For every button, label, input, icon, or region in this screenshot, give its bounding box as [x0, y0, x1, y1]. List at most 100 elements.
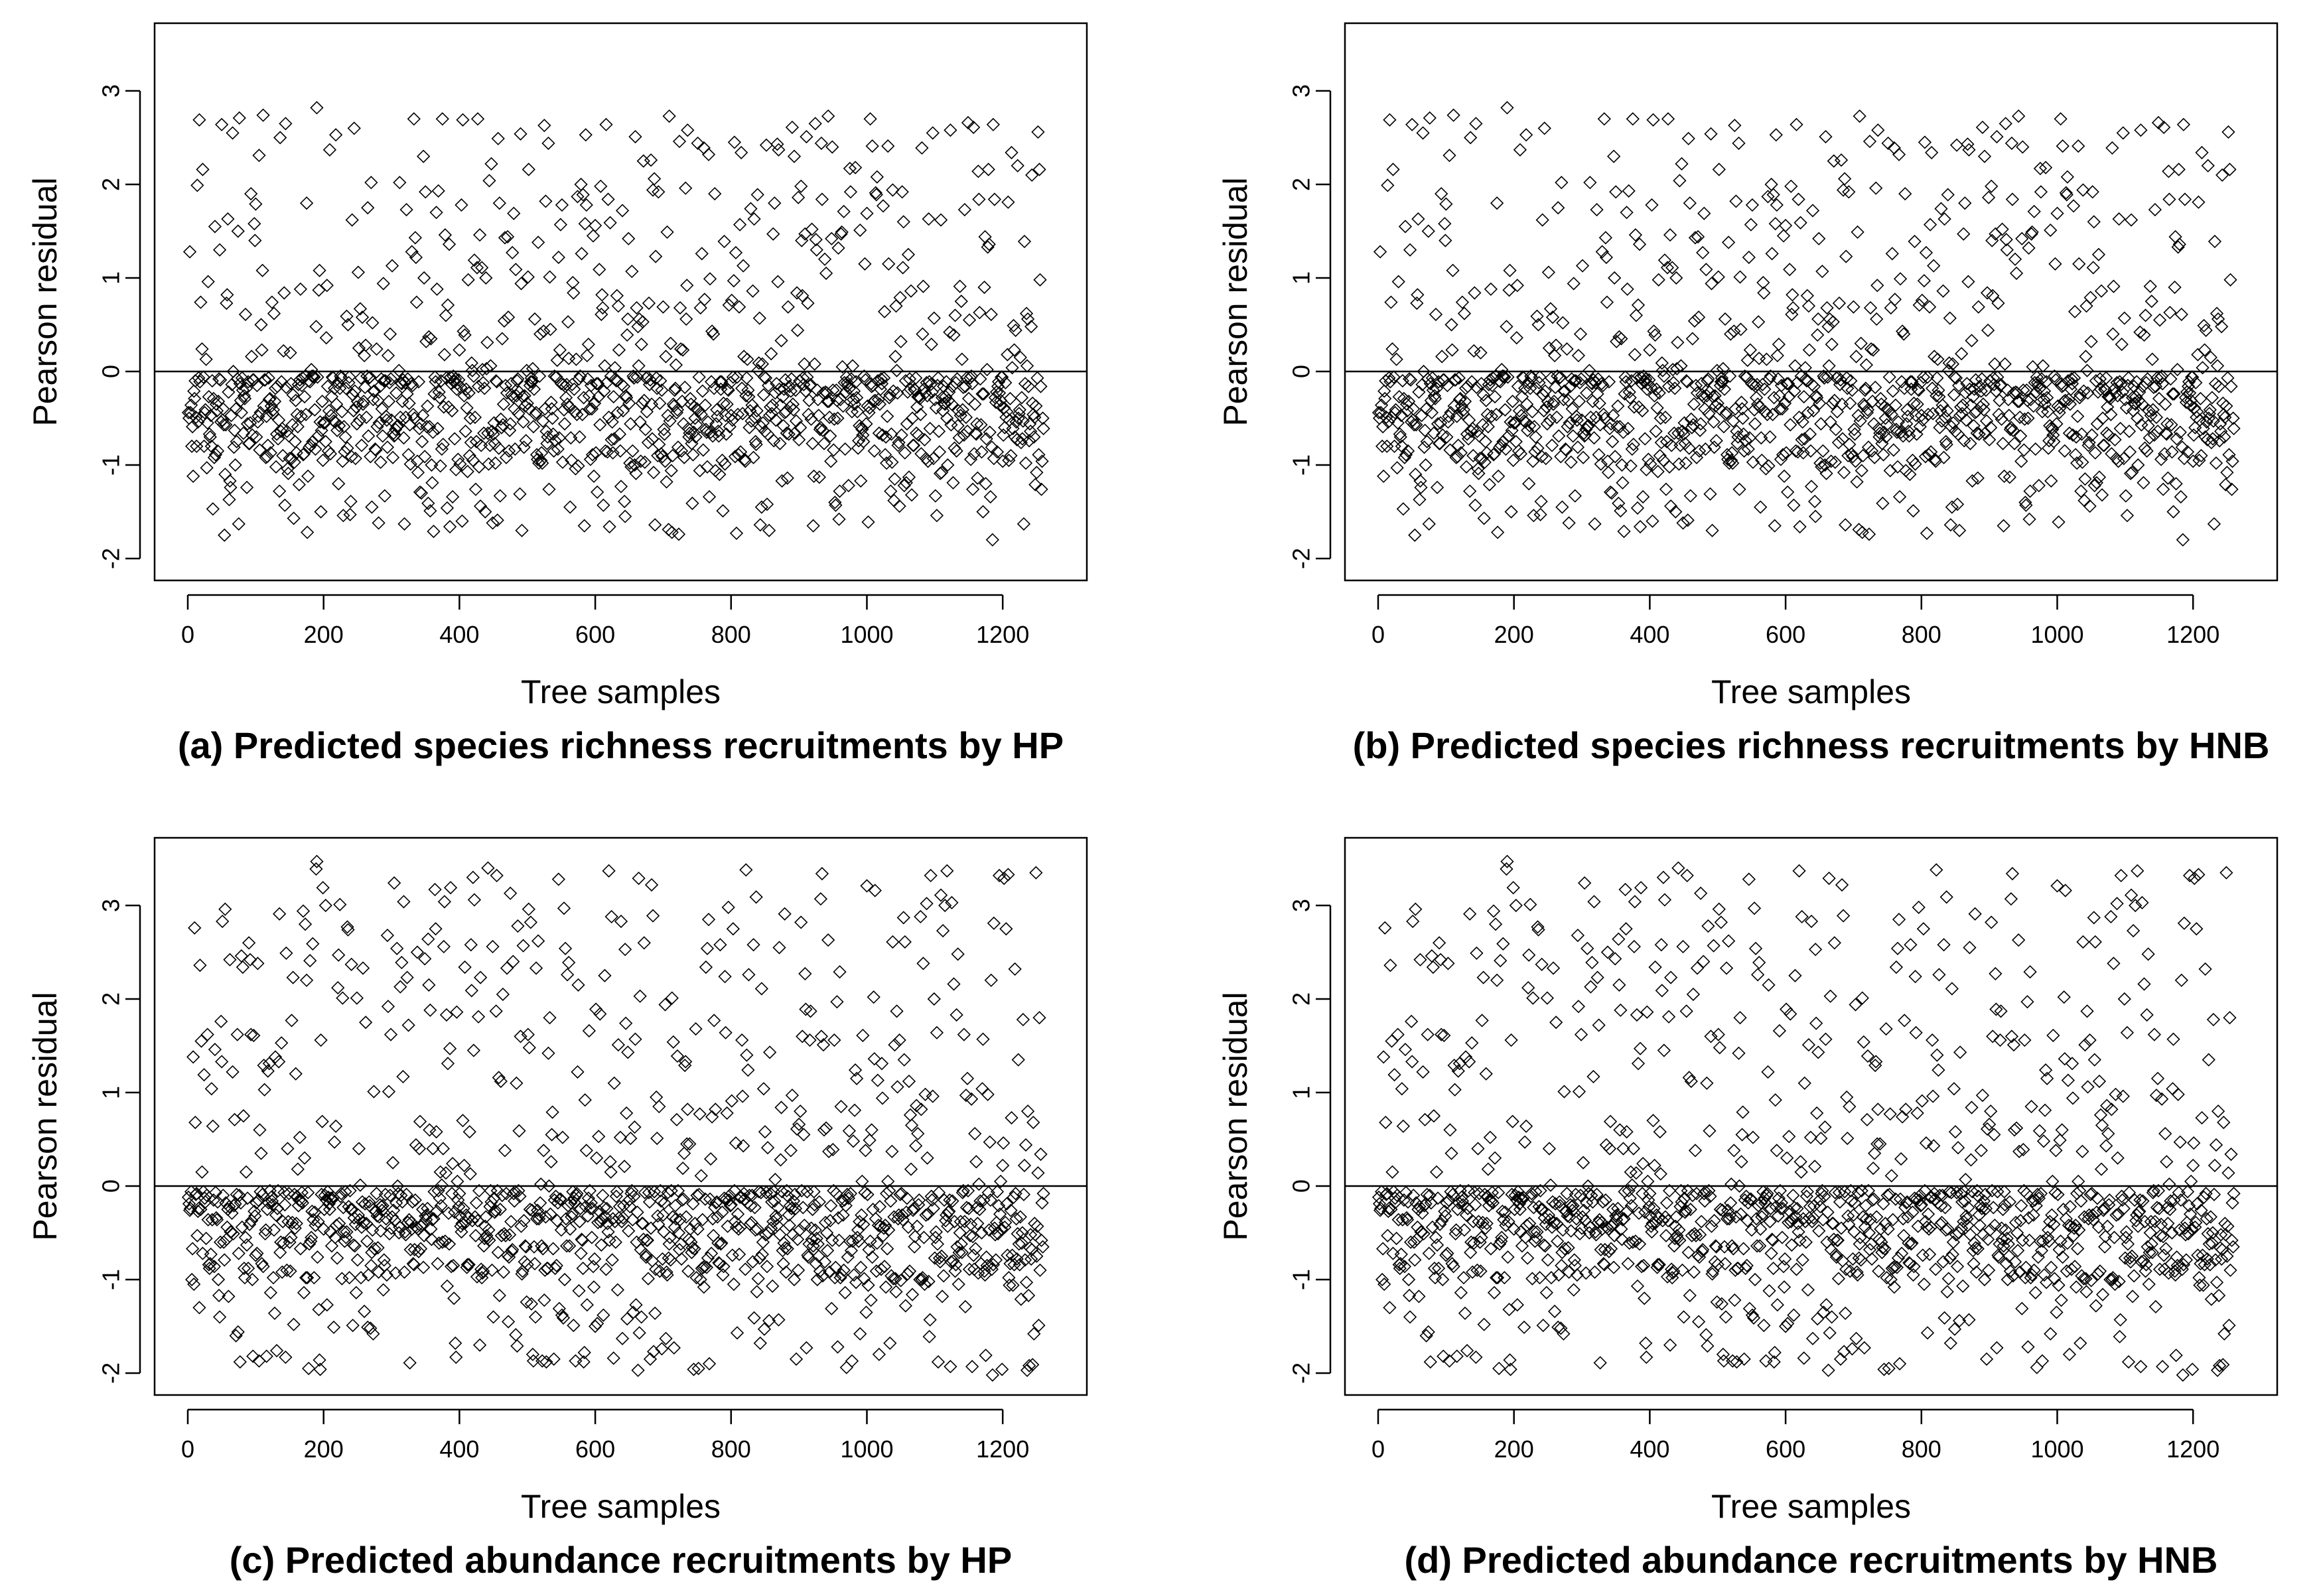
data-point [906, 1201, 921, 1215]
data-point [572, 1284, 586, 1298]
data-point [1793, 519, 1807, 534]
data-point [277, 1185, 291, 1200]
data-point [2036, 359, 2050, 373]
data-point [209, 397, 224, 411]
data-point [340, 920, 354, 934]
data-point [872, 426, 886, 440]
data-point [563, 1239, 577, 1253]
data-point [512, 385, 526, 399]
data-point [724, 1198, 738, 1212]
data-point [551, 872, 565, 886]
data-point [953, 279, 967, 293]
data-point [1570, 413, 1584, 427]
data-point [429, 206, 443, 220]
data-point [484, 359, 498, 373]
data-point [2003, 1195, 2016, 1209]
data-point [965, 1359, 979, 1374]
data-point [934, 466, 949, 480]
data-point [516, 939, 530, 953]
data-point [1393, 1256, 1407, 1271]
data-point [908, 1240, 922, 1254]
data-point [330, 1219, 344, 1232]
data-point [1848, 1196, 1862, 1210]
data-point [1646, 514, 1659, 528]
data-point [366, 1223, 380, 1237]
data-point [202, 427, 216, 441]
data-point [1399, 1211, 1414, 1225]
data-point [1627, 400, 1641, 414]
data-point [275, 1036, 289, 1050]
data-point [626, 369, 640, 383]
data-point [2156, 377, 2170, 391]
data-point [630, 300, 644, 315]
data-point [526, 420, 541, 434]
data-point [512, 1183, 526, 1198]
data-point [2027, 204, 2041, 219]
data-point [2042, 434, 2056, 448]
data-point [1879, 1022, 1893, 1036]
data-point [563, 1222, 577, 1236]
data-point [770, 1212, 784, 1226]
data-point [1963, 941, 1977, 955]
data-point [2087, 911, 2101, 925]
data-point [926, 451, 940, 466]
data-point [1556, 316, 1570, 330]
data-point [1868, 380, 1882, 395]
data-point [1659, 1229, 1673, 1242]
data-point [397, 1265, 411, 1279]
data-point [1583, 176, 1597, 190]
data-point [697, 1280, 711, 1294]
data-point [2210, 306, 2224, 320]
data-point [1995, 1232, 2009, 1246]
data-point [1025, 168, 1039, 182]
data-point [543, 1011, 557, 1025]
data-point [892, 436, 906, 450]
data-point [2014, 454, 2028, 468]
data-point [408, 1193, 423, 1207]
data-point [1973, 379, 1987, 393]
data-point [1806, 404, 1821, 418]
data-point [2078, 472, 2092, 486]
data-point [267, 394, 282, 409]
data-point [2000, 243, 2014, 257]
data-point [1850, 1265, 1864, 1279]
data-point [932, 1185, 946, 1200]
data-point [2223, 273, 2237, 287]
data-point [230, 1028, 244, 1041]
data-point [805, 222, 819, 236]
data-point [1561, 1209, 1575, 1223]
data-point [547, 1352, 561, 1366]
data-point [952, 431, 966, 445]
data-point [1983, 432, 1997, 447]
data-point [2073, 1336, 2087, 1351]
data-point [407, 1258, 421, 1272]
data-point [1584, 410, 1598, 425]
data-point [573, 369, 587, 383]
data-point [548, 434, 562, 448]
data-point [1438, 1204, 1452, 1219]
data-point [2123, 445, 2137, 459]
data-point [823, 429, 837, 443]
data-point [1997, 1185, 2011, 1199]
data-point [1003, 391, 1017, 406]
data-point [586, 1260, 600, 1274]
data-point [1543, 1178, 1558, 1192]
data-point [1803, 444, 1818, 458]
data-point [1943, 1251, 1957, 1265]
data-point [1992, 407, 2006, 421]
data-point [251, 1193, 265, 1207]
data-point [2076, 183, 2090, 197]
data-point [996, 454, 1010, 468]
data-point [538, 402, 552, 416]
data-point [819, 1226, 834, 1240]
data-point [1628, 228, 1643, 242]
data-point [1587, 895, 1601, 909]
data-point [529, 448, 544, 462]
data-point [652, 1217, 666, 1231]
data-point [344, 957, 358, 971]
data-point [348, 384, 362, 398]
data-point [796, 1030, 809, 1043]
data-point [884, 1269, 898, 1283]
data-point [1925, 145, 1939, 160]
